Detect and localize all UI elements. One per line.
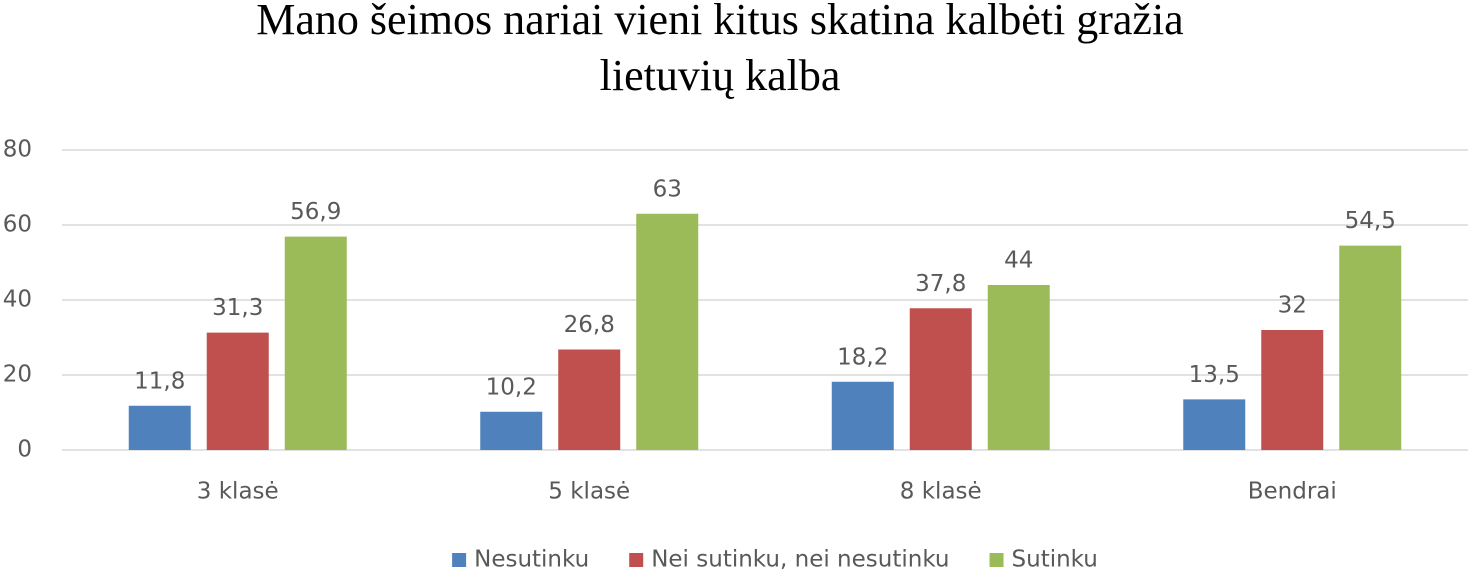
value-label: 54,5 xyxy=(1345,208,1396,234)
y-tick-label: 40 xyxy=(3,287,32,313)
y-tick-label: 20 xyxy=(3,362,32,388)
value-label: 18,2 xyxy=(837,344,888,370)
bar xyxy=(1183,399,1246,450)
bar xyxy=(558,349,621,450)
value-label: 63 xyxy=(653,176,682,202)
x-tick-label: 5 klasė xyxy=(548,479,630,505)
x-tick-label: 8 klasė xyxy=(900,479,982,505)
bar xyxy=(909,308,972,450)
legend-label: Sutinku xyxy=(1012,547,1098,573)
bar xyxy=(987,285,1050,450)
value-label: 26,8 xyxy=(564,312,615,338)
bar xyxy=(284,236,347,450)
value-label: 44 xyxy=(1004,248,1033,274)
value-label: 11,8 xyxy=(134,368,185,394)
y-tick-label: 60 xyxy=(3,212,32,238)
y-tick-label: 80 xyxy=(3,137,32,163)
bar xyxy=(480,411,543,450)
x-tick-label: Bendrai xyxy=(1248,479,1337,505)
value-label: 31,3 xyxy=(212,295,263,321)
legend-label: Nei sutinku, nei nesutinku xyxy=(651,547,949,573)
bar xyxy=(128,405,191,450)
legend-swatch xyxy=(989,553,1004,567)
value-label: 37,8 xyxy=(915,271,966,297)
value-label: 32 xyxy=(1278,293,1307,319)
value-label: 10,2 xyxy=(486,374,537,400)
legend-swatch xyxy=(629,553,644,567)
value-label: 13,5 xyxy=(1189,362,1240,388)
bar xyxy=(206,332,269,450)
legend-swatch xyxy=(452,553,467,567)
legend-label: Nesutinku xyxy=(474,547,589,573)
chart-title: Mano šeimos nariai vieni kitus skatina k… xyxy=(256,0,1183,44)
chart-title: lietuvių kalba xyxy=(600,51,841,100)
x-tick-label: 3 klasė xyxy=(197,479,279,505)
value-label: 56,9 xyxy=(290,199,341,225)
bar xyxy=(831,381,894,450)
bar xyxy=(636,213,699,450)
y-tick-label: 0 xyxy=(17,437,32,463)
bar xyxy=(1261,330,1324,450)
bar xyxy=(1339,245,1402,450)
